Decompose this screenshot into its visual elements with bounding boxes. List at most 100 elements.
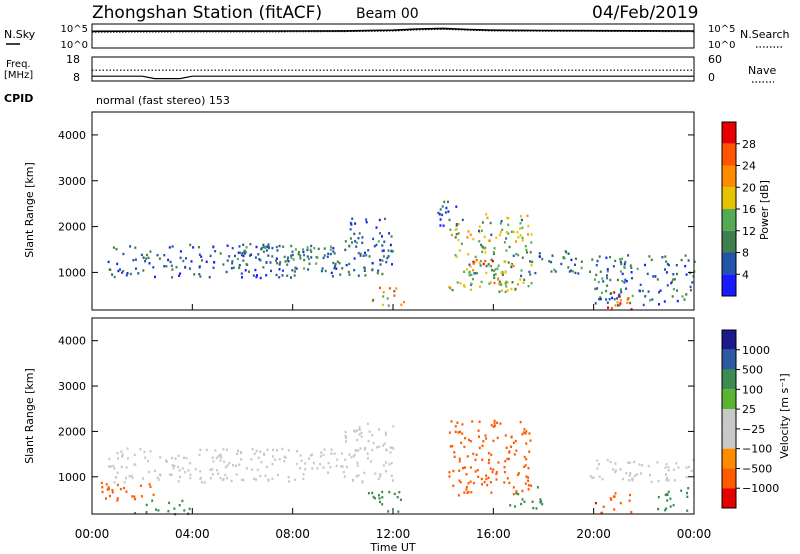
heatmap-cell xyxy=(685,293,688,296)
heatmap-cell xyxy=(387,304,390,307)
heatmap-cell xyxy=(134,258,137,261)
heatmap-cell xyxy=(618,304,621,307)
heatmap-cell xyxy=(507,232,510,235)
heatmap-cell xyxy=(517,473,519,477)
heatmap-cell xyxy=(283,455,286,458)
heatmap-cell xyxy=(392,479,394,482)
heatmap-cell xyxy=(358,232,361,235)
heatmap-cell xyxy=(671,295,674,298)
heatmap-cell xyxy=(463,491,466,494)
heatmap-cell xyxy=(242,243,245,246)
heatmap-cell xyxy=(458,460,461,463)
heatmap-cell xyxy=(113,275,116,279)
heatmap-cell xyxy=(354,449,357,452)
heatmap-cell xyxy=(480,229,483,232)
heatmap-cell xyxy=(391,250,394,253)
heatmap-cell xyxy=(120,450,123,453)
heatmap-cell xyxy=(322,453,325,457)
heatmap-cell xyxy=(535,507,538,510)
heatmap-cell xyxy=(201,259,203,262)
heatmap-cell xyxy=(594,278,596,281)
heatmap-cell xyxy=(490,233,493,236)
y-tick-label: 4000 xyxy=(58,335,86,348)
heatmap-cell xyxy=(284,456,287,459)
heatmap-cell xyxy=(472,237,475,241)
heatmap-cell xyxy=(365,221,368,224)
heatmap-cell xyxy=(492,439,495,443)
heatmap-cell xyxy=(629,264,632,267)
heatmap-cell xyxy=(595,264,598,267)
heatmap-cell xyxy=(448,285,451,289)
heatmap-cell xyxy=(523,428,526,431)
heatmap-cell xyxy=(469,233,472,236)
heatmap-cell xyxy=(441,205,444,208)
heatmap-cell xyxy=(460,441,463,444)
colorbar-swatch xyxy=(722,349,736,370)
heatmap-cell xyxy=(616,301,619,304)
heatmap-cell xyxy=(241,251,244,255)
heatmap-cell xyxy=(675,264,678,267)
heatmap-cell xyxy=(512,441,515,444)
heatmap-cell xyxy=(469,288,472,291)
heatmap-cell xyxy=(629,493,631,497)
heatmap-cell xyxy=(158,257,161,260)
heatmap-cell xyxy=(465,473,468,476)
heatmap-cell xyxy=(242,254,245,258)
heatmap-cell xyxy=(520,502,523,506)
heatmap-cell xyxy=(116,452,119,455)
heatmap-cell xyxy=(304,468,307,471)
heatmap-cell xyxy=(149,485,152,489)
heatmap-cell xyxy=(260,246,263,250)
heatmap-cell xyxy=(177,465,180,469)
heatmap-cell xyxy=(497,461,500,464)
heatmap-cell xyxy=(664,493,667,497)
heatmap-cell xyxy=(673,278,676,281)
heatmap-cell xyxy=(641,289,644,293)
heatmap-cell xyxy=(473,272,476,275)
heatmap-cell xyxy=(487,461,490,465)
heatmap-cell xyxy=(619,270,622,273)
heatmap-cell xyxy=(236,257,239,261)
heatmap-cell xyxy=(353,429,356,432)
heatmap-cell xyxy=(358,426,361,429)
heatmap-cell xyxy=(520,269,523,272)
heatmap-cell xyxy=(605,256,608,259)
heatmap-cell xyxy=(669,497,672,500)
heatmap-cell xyxy=(639,283,642,286)
heatmap-cell xyxy=(403,300,405,304)
heatmap-cell xyxy=(131,495,134,498)
heatmap-cell xyxy=(610,307,613,310)
heatmap-cell xyxy=(109,268,112,271)
heatmap-cell xyxy=(167,258,170,262)
heatmap-cell xyxy=(308,457,310,460)
heatmap-cell xyxy=(530,484,533,487)
heatmap-cell xyxy=(336,458,339,461)
heatmap-cell xyxy=(480,245,483,248)
heatmap-cell xyxy=(437,211,440,215)
heatmap-cell xyxy=(379,263,382,266)
heatmap-cell xyxy=(152,266,155,269)
heatmap-cell xyxy=(357,474,360,477)
heatmap-cell xyxy=(455,205,458,208)
heatmap-cell xyxy=(639,289,641,293)
heatmap-cell xyxy=(355,245,358,248)
heatmap-cell xyxy=(256,468,259,472)
heatmap-cell xyxy=(133,495,136,498)
heatmap-cell xyxy=(294,478,297,481)
cpid-text: normal (fast stereo) 153 xyxy=(96,94,230,107)
heatmap-cell xyxy=(126,447,129,450)
heatmap-cell xyxy=(264,246,267,249)
heatmap-cell xyxy=(371,434,374,437)
heatmap-cell xyxy=(152,493,155,497)
heatmap-cell xyxy=(272,448,275,452)
heatmap-cell xyxy=(382,444,385,447)
heatmap-cell xyxy=(482,262,485,266)
heatmap-cell xyxy=(609,255,612,259)
heatmap-cell xyxy=(275,259,277,262)
heatmap-cell xyxy=(215,456,218,460)
heatmap-cell xyxy=(291,250,294,253)
heatmap-cell xyxy=(353,257,356,260)
heatmap-cell xyxy=(219,476,222,480)
heatmap-cell xyxy=(335,267,338,270)
heatmap-cell xyxy=(387,249,390,252)
